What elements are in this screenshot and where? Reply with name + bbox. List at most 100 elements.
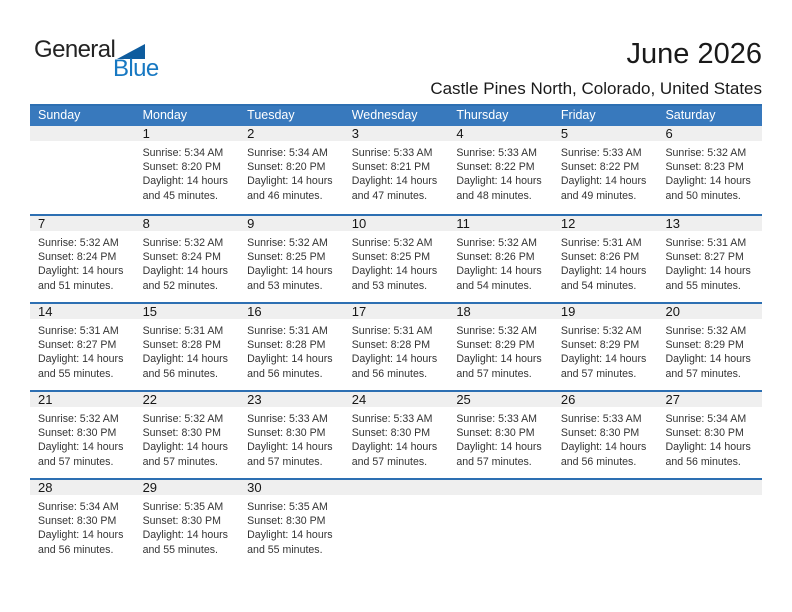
sunset-text: Sunset: 8:30 PM <box>38 515 117 528</box>
sunset-text: Sunset: 8:28 PM <box>142 339 221 352</box>
daylight-text-line1: Daylight: 14 hours <box>247 353 333 366</box>
daylight-text-line1: Daylight: 14 hours <box>560 441 647 454</box>
day-number-band <box>30 126 762 141</box>
day-number: 12 <box>560 216 576 231</box>
week-row: 21 Sunrise: 5:32 AM Sunset: 8:30 PM Dayligh… <box>30 390 762 478</box>
sunrise-text: Sunrise: 5:31 AM <box>351 325 433 337</box>
daylight-text-line2: and 56 minutes. <box>247 367 323 380</box>
calendar-cell: 26 Sunrise: 5:33 AM Sunset: 8:30 PM Dayligh… <box>553 392 658 478</box>
sunrise-text: Sunrise: 5:33 AM <box>560 147 642 159</box>
day-number: 19 <box>560 304 576 319</box>
sunrise-text: Sunrise: 5:32 AM <box>665 147 747 159</box>
calendar-cell: 25 Sunrise: 5:33 AM Sunset: 8:30 PM Dayligh… <box>448 392 553 478</box>
sunset-text: Sunset: 8:28 PM <box>247 339 326 352</box>
daylight-text-line1: Daylight: 14 hours <box>456 175 542 188</box>
logo-text-general: General <box>34 36 116 63</box>
daylight-text-line2: and 56 minutes. <box>560 455 637 468</box>
daylight-text-line2: and 57 minutes. <box>38 455 114 468</box>
daylight-text-line1: Daylight: 14 hours <box>38 441 124 454</box>
sunset-text: Sunset: 8:22 PM <box>560 161 640 174</box>
calendar-table: Sunday Monday Tuesday Wednesday Thursday Frid… <box>30 104 762 566</box>
sunset-text: Sunset: 8:20 PM <box>247 161 326 174</box>
daylight-text-line2: and 55 minutes. <box>247 543 323 556</box>
sunset-text: Sunset: 8:30 PM <box>247 427 326 440</box>
sunset-text: Sunset: 8:25 PM <box>247 251 326 264</box>
calendar-cell: 27 Sunrise: 5:34 AM Sunset: 8:30 PM Dayligh… <box>657 392 762 478</box>
daylight-text-line1: Daylight: 14 hours <box>351 175 438 188</box>
sunrise-text: Sunrise: 5:35 AM <box>142 501 224 513</box>
sunrise-text: Sunrise: 5:31 AM <box>247 325 328 337</box>
daylight-text-line2: and 54 minutes. <box>560 279 637 292</box>
sunrise-text: Sunrise: 5:32 AM <box>665 325 747 337</box>
daylight-text-line2: and 53 minutes. <box>247 279 323 292</box>
sunset-text: Sunset: 8:21 PM <box>351 161 431 174</box>
day-header-monday: Monday <box>142 108 188 122</box>
sunrise-text: Sunrise: 5:33 AM <box>456 413 537 425</box>
daylight-text-line1: Daylight: 14 hours <box>38 529 124 542</box>
sunrise-text: Sunrise: 5:32 AM <box>560 325 642 337</box>
daylight-text-line1: Daylight: 14 hours <box>142 175 228 188</box>
day-number: 11 <box>456 216 470 231</box>
weeks-container: 1 Sunrise: 5:34 AM Sunset: 8:20 PM Daylight… <box>30 126 762 566</box>
daylight-text-line2: and 53 minutes. <box>351 279 428 292</box>
logo-triangle-icon <box>117 44 146 64</box>
sunrise-text: Sunrise: 5:32 AM <box>456 237 537 249</box>
day-number: 3 <box>351 126 359 141</box>
day-number-band <box>30 480 762 495</box>
day-number: 30 <box>247 480 262 495</box>
calendar-cell-empty <box>30 126 135 214</box>
sunrise-text: Sunrise: 5:31 AM <box>665 237 747 249</box>
calendar-cell: 1 Sunrise: 5:34 AM Sunset: 8:20 PM Daylight… <box>135 126 240 214</box>
sunset-text: Sunset: 8:30 PM <box>142 515 221 528</box>
calendar-cell: 22 Sunrise: 5:32 AM Sunset: 8:30 PM Dayligh… <box>135 392 240 478</box>
day-header-thursday: Thursday <box>456 108 509 122</box>
week-cells: 21 Sunrise: 5:32 AM Sunset: 8:30 PM Dayligh… <box>30 392 762 478</box>
daylight-text-line2: and 54 minutes. <box>456 279 532 292</box>
sunset-text: Sunset: 8:24 PM <box>38 251 117 264</box>
day-number: 15 <box>142 304 158 319</box>
day-number: 23 <box>247 392 262 407</box>
week-cells: 14 Sunrise: 5:31 AM Sunset: 8:27 PM Dayligh… <box>30 304 762 390</box>
sunrise-text: Sunrise: 5:32 AM <box>38 413 119 425</box>
calendar-cell: 8 Sunrise: 5:32 AM Sunset: 8:24 PM Daylight… <box>135 216 240 302</box>
daylight-text-line1: Daylight: 14 hours <box>456 265 542 278</box>
calendar-cell: 20 Sunrise: 5:32 AM Sunset: 8:29 PM Dayligh… <box>657 304 762 390</box>
day-number: 4 <box>456 126 464 141</box>
sunrise-text: Sunrise: 5:35 AM <box>247 501 328 513</box>
day-number-band <box>30 392 762 407</box>
daylight-text-line1: Daylight: 14 hours <box>38 353 124 366</box>
daylight-text-line2: and 57 minutes. <box>665 367 741 380</box>
sunrise-text: Sunrise: 5:32 AM <box>247 237 328 249</box>
sunset-text: Sunset: 8:20 PM <box>142 161 221 174</box>
daylight-text-line1: Daylight: 14 hours <box>351 353 438 366</box>
day-number: 7 <box>38 216 46 231</box>
daylight-text-line2: and 56 minutes. <box>665 455 741 468</box>
calendar-cell: 28 Sunrise: 5:34 AM Sunset: 8:30 PM Dayligh… <box>30 480 135 566</box>
daylight-text-line1: Daylight: 14 hours <box>665 441 751 454</box>
sunrise-text: Sunrise: 5:32 AM <box>351 237 433 249</box>
sunrise-text: Sunrise: 5:33 AM <box>351 413 433 425</box>
week-cells: 1 Sunrise: 5:34 AM Sunset: 8:20 PM Daylight… <box>30 126 762 214</box>
daylight-text-line1: Daylight: 14 hours <box>38 265 124 278</box>
day-number: 26 <box>560 392 576 407</box>
daylight-text-line2: and 57 minutes. <box>456 367 532 380</box>
calendar-cell: 16 Sunrise: 5:31 AM Sunset: 8:28 PM Dayligh… <box>239 304 344 390</box>
daylight-text-line2: and 48 minutes. <box>456 189 532 202</box>
week-row: 14 Sunrise: 5:31 AM Sunset: 8:27 PM Dayligh… <box>30 302 762 390</box>
calendar-cell: 15 Sunrise: 5:31 AM Sunset: 8:28 PM Dayligh… <box>135 304 240 390</box>
calendar-cell: 24 Sunrise: 5:33 AM Sunset: 8:30 PM Dayligh… <box>344 392 449 478</box>
day-number-band <box>30 304 762 319</box>
sunset-text: Sunset: 8:27 PM <box>665 251 744 264</box>
daylight-text-line2: and 56 minutes. <box>142 367 218 380</box>
calendar-cell: 6 Sunrise: 5:32 AM Sunset: 8:23 PM Daylight… <box>657 126 762 214</box>
calendar-cell: 14 Sunrise: 5:31 AM Sunset: 8:27 PM Dayligh… <box>30 304 135 390</box>
logo-text-blue: Blue <box>113 55 159 82</box>
calendar-cell: 21 Sunrise: 5:32 AM Sunset: 8:30 PM Dayligh… <box>30 392 135 478</box>
day-header-wednesday: Wednesday <box>351 108 418 122</box>
sunset-text: Sunset: 8:29 PM <box>456 339 535 352</box>
calendar-cell: 3 Sunrise: 5:33 AM Sunset: 8:21 PM Daylight… <box>344 126 449 214</box>
general-blue-logo: General Blue <box>34 38 174 81</box>
day-header-friday: Friday <box>560 108 596 122</box>
day-number: 24 <box>351 392 367 407</box>
